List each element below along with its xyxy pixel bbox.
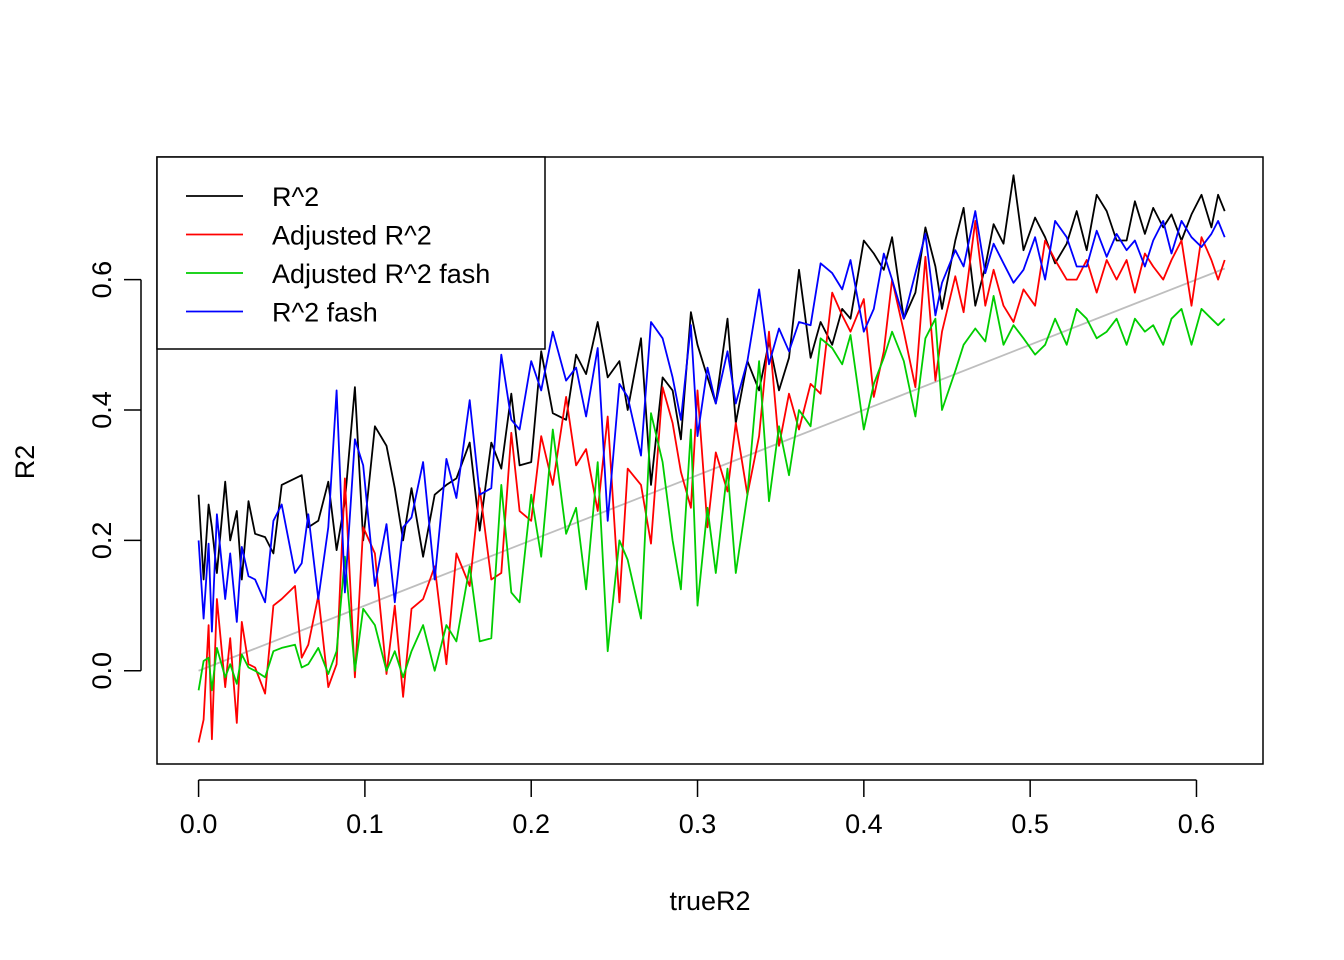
x-tick-label: 0.1 [346, 809, 384, 839]
legend-label-4: R^2 fash [272, 298, 378, 328]
y-tick-label: 0.4 [87, 391, 117, 429]
x-tick-label: 0.5 [1011, 809, 1049, 839]
y-axis: 0.0 0.2 0.4 0.6 [87, 261, 142, 690]
x-tick-label: 0.4 [845, 809, 883, 839]
x-tick-label: 0.2 [512, 809, 550, 839]
x-axis: 0.0 0.1 0.2 0.3 0.4 0.5 0.6 [180, 779, 1216, 839]
x-tick-label: 0.0 [180, 809, 218, 839]
y-tick-label: 0.0 [87, 652, 117, 690]
identity-trend-line [198, 267, 1226, 672]
x-tick-label: 0.6 [1178, 809, 1216, 839]
legend-box [156, 156, 546, 350]
x-tick-label: 0.3 [679, 809, 717, 839]
legend-label-1: R^2 [272, 182, 319, 212]
series-layer [197, 174, 1226, 743]
y-axis-title: R2 [10, 445, 40, 480]
y-tick-label: 0.6 [87, 261, 117, 299]
legend-label-2: Adjusted R^2 [272, 221, 432, 251]
legend-label-3: Adjusted R^2 fash [272, 259, 490, 289]
trend-line-layer [198, 267, 1226, 672]
series-line-3 [197, 294, 1226, 692]
legend: R^2 Adjusted R^2 Adjusted R^2 fash R^2 fash [156, 156, 546, 350]
y-tick-label: 0.2 [87, 522, 117, 560]
plot-frame [156, 156, 1264, 765]
series-line-4 [197, 210, 1226, 633]
series-line-1 [197, 174, 1226, 581]
x-axis-title: trueR2 [669, 886, 750, 916]
